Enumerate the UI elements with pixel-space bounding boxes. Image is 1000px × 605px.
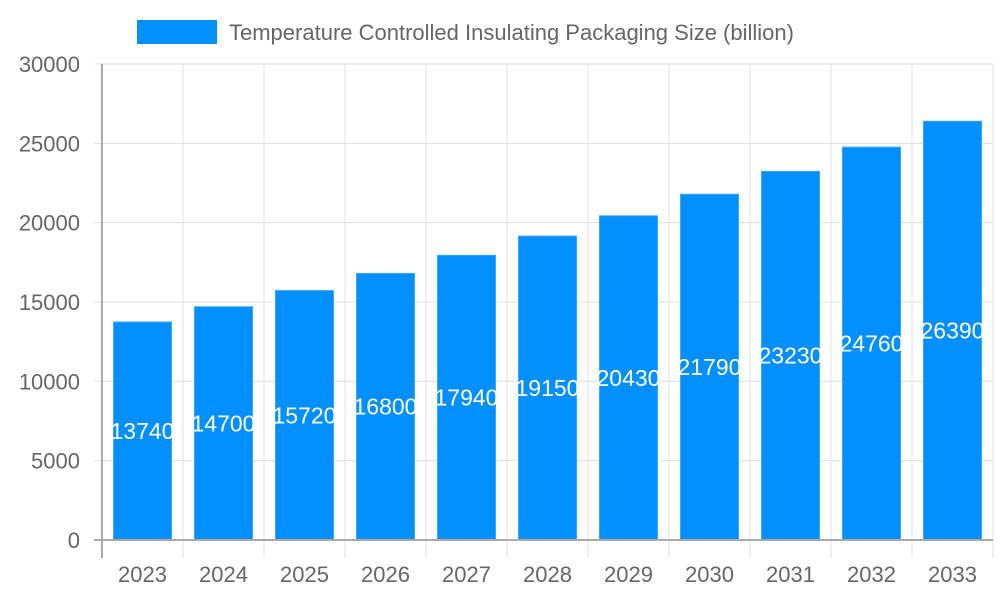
data-label: 15720 bbox=[273, 402, 337, 428]
x-tick-label: 2026 bbox=[361, 562, 410, 587]
x-tick-label: 2032 bbox=[847, 562, 896, 587]
x-tick-label: 2030 bbox=[685, 562, 734, 587]
bar bbox=[113, 321, 172, 541]
y-tick-label: 30000 bbox=[19, 52, 80, 77]
y-tick-label: 10000 bbox=[19, 369, 80, 394]
data-label: 19150 bbox=[516, 375, 580, 401]
y-tick-label: 20000 bbox=[19, 211, 80, 236]
data-label: 23230 bbox=[759, 343, 823, 369]
y-tick-label: 15000 bbox=[19, 290, 80, 315]
x-tick-label: 2031 bbox=[766, 562, 815, 587]
x-tick-label: 2025 bbox=[280, 562, 329, 587]
bar bbox=[437, 254, 496, 541]
data-label: 24760 bbox=[840, 331, 904, 357]
bar bbox=[680, 193, 739, 541]
bar bbox=[923, 120, 982, 541]
data-label: 13740 bbox=[111, 418, 175, 444]
x-tick-label: 2023 bbox=[118, 562, 167, 587]
bar bbox=[356, 272, 415, 541]
x-tick-label: 2029 bbox=[604, 562, 653, 587]
legend[interactable]: Temperature Controlled Insulating Packag… bbox=[137, 20, 794, 45]
bar bbox=[194, 306, 253, 541]
data-label: 14700 bbox=[192, 410, 256, 436]
bars: 13740 14700 15720 16800 17940 19150 20430 21790… bbox=[111, 120, 985, 541]
x-tick-label: 2033 bbox=[928, 562, 977, 587]
x-tick-label: 2024 bbox=[199, 562, 248, 587]
data-label: 20430 bbox=[597, 365, 661, 391]
x-tick-label: 2028 bbox=[523, 562, 572, 587]
grid bbox=[94, 63, 994, 558]
legend-swatch bbox=[137, 20, 217, 44]
bar bbox=[761, 170, 820, 541]
data-label: 16800 bbox=[354, 394, 418, 420]
bar bbox=[275, 290, 334, 541]
bar bbox=[518, 235, 577, 541]
axes: 0 5000 10000 15000 20000 25000 30000 2023 2024 20… bbox=[19, 52, 993, 587]
data-label: 21790 bbox=[678, 354, 742, 380]
bar bbox=[599, 215, 658, 541]
legend-label: Temperature Controlled Insulating Packag… bbox=[229, 20, 794, 45]
y-tick-label: 25000 bbox=[19, 131, 80, 156]
y-tick-label: 0 bbox=[68, 528, 80, 553]
x-tick-label: 2027 bbox=[442, 562, 491, 587]
data-label: 26390 bbox=[921, 318, 985, 344]
y-tick-label: 5000 bbox=[31, 449, 80, 474]
data-label: 17940 bbox=[435, 385, 499, 411]
